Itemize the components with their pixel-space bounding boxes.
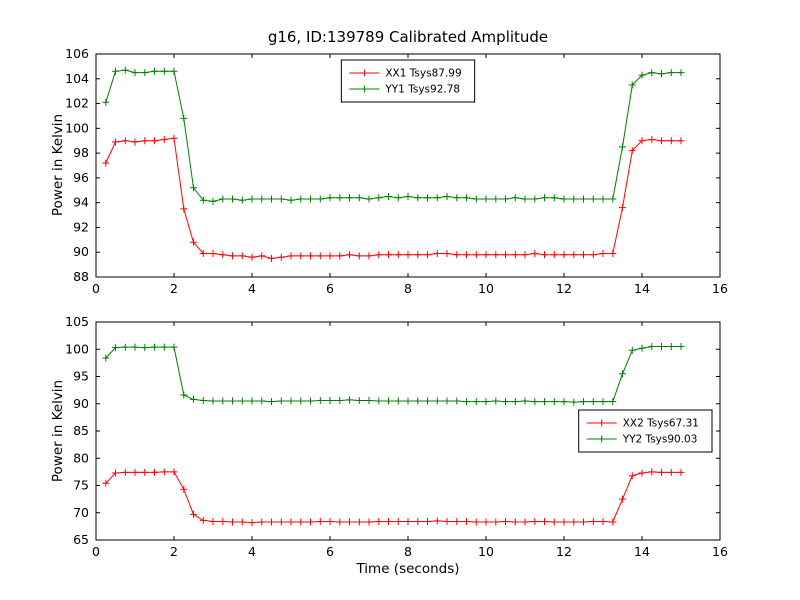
y-tick-label: 104 [65,71,89,86]
x-tick-label: 10 [478,544,494,559]
figure-title: g16, ID:139789 Calibrated Amplitude [267,28,549,46]
legend: XX2 Tsys67.31 YY2 Tsys90.03 [578,409,713,453]
y-tick-label: 95 [73,369,89,384]
x-tick-label: 14 [634,281,650,296]
y-tick-label: 96 [73,170,89,185]
legend-entry-label: YY2 Tsys90.03 [622,434,698,446]
legend-entry-label: YY1 Tsys92.78 [384,84,460,96]
x-tick-label: 4 [248,281,256,296]
x-axis-ticks: 0 2 4 6 8 10 12 14 16 [92,54,728,296]
series-yy1 [102,66,685,205]
y-tick-label: 94 [73,195,89,210]
y-tick-label: 105 [65,314,89,329]
x-axis-label: Time (seconds) [356,561,460,577]
x-tick-label: 8 [404,544,412,559]
y-tick-label: 92 [73,219,89,234]
x-tick-label: 10 [478,281,494,296]
subplot-bottom: 0 2 4 6 8 10 12 14 16 65 70 75 80 85 90 95 100 105 XX2 Tsy… [65,314,728,559]
y-tick-label: 65 [73,532,89,547]
legend: XX1 Tsys87.99 YY1 Tsys92.78 [340,59,476,103]
series-yy2 [102,343,685,406]
x-tick-label: 16 [712,544,728,559]
y-axis-ticks: 88 90 92 94 96 98 100 102 104 106 [65,46,720,284]
series-xx1 [102,134,685,262]
y-tick-label: 75 [73,478,89,493]
y-tick-label: 88 [73,269,89,284]
legend-entry-label: XX2 Tsys67.31 [623,418,699,430]
y-tick-label: 102 [65,96,89,111]
x-tick-label: 6 [326,544,334,559]
subplot-top: 0 2 4 6 8 10 12 14 16 88 90 92 94 96 98 100 102 104 106 XX1… [65,46,728,296]
x-tick-label: 2 [170,544,178,559]
y-tick-label: 85 [73,423,89,438]
series-xx2 [102,468,685,527]
y-tick-label: 80 [73,450,89,465]
legend-entry-label: XX1 Tsys87.99 [385,68,461,80]
x-tick-label: 2 [170,281,178,296]
y-tick-label: 100 [65,120,89,135]
x-tick-label: 12 [556,544,572,559]
x-axis-ticks: 0 2 4 6 8 10 12 14 16 [92,322,728,559]
y-tick-label: 100 [65,341,89,356]
x-tick-label: 4 [248,544,256,559]
x-tick-label: 12 [556,281,572,296]
x-tick-label: 14 [634,544,650,559]
x-tick-label: 0 [92,544,100,559]
x-tick-label: 0 [92,281,100,296]
x-tick-label: 6 [326,281,334,296]
y-tick-label: 90 [73,244,89,259]
y-tick-label: 70 [73,505,89,520]
y-tick-label: 98 [73,145,89,160]
x-tick-label: 16 [712,281,728,296]
y-tick-label: 106 [65,46,89,61]
x-tick-label: 8 [404,281,412,296]
y-tick-label: 90 [73,396,89,411]
y-axis-ticks: 65 70 75 80 85 90 95 100 105 [65,314,720,547]
